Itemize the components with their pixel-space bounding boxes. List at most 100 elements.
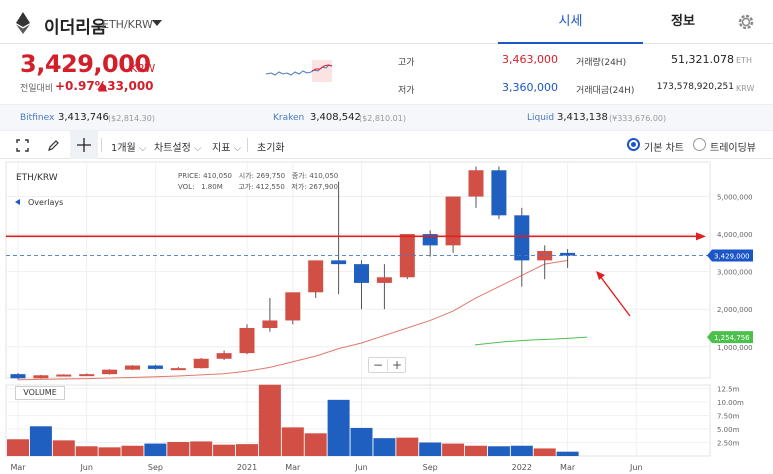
volume-bar [327, 399, 350, 456]
exchange-name-bitfinex[interactable]: Bitfinex [20, 113, 55, 123]
current-price-tag [707, 249, 753, 262]
exchange-name-liquid[interactable]: Liquid [527, 113, 555, 123]
zoom-out-button[interactable]: − [373, 358, 384, 372]
volume-bar [304, 433, 327, 456]
time-axis-tick-label: Mar [560, 463, 576, 472]
ma-value-tag [707, 331, 753, 344]
volume-bar [167, 441, 190, 456]
fullscreen-icon[interactable] [16, 139, 29, 152]
crosshair-icon[interactable] [77, 138, 91, 152]
candle-body [262, 320, 278, 328]
current-price: 3,429,000 [20, 50, 151, 78]
exchange-price-bar [0, 104, 773, 131]
candle-body [514, 215, 530, 261]
time-axis-tick-label: Sep [423, 463, 438, 472]
current-price-tag-text: 3,429,000 [714, 253, 750, 261]
tab-quote[interactable]: 시세 [498, 0, 643, 44]
candle-body [239, 327, 255, 354]
candle-body [10, 374, 26, 379]
candle-body [56, 374, 72, 377]
open-field-label: 시가: [238, 172, 254, 180]
chevron-down-icon[interactable] [152, 20, 162, 26]
volume-bar [29, 426, 52, 456]
volume-bar [52, 440, 75, 456]
exchange-name-kraken[interactable]: Kraken [273, 113, 305, 123]
zoom-controls: − + [368, 357, 406, 373]
exchange-usd-bitfinex: ($2,814.30) [108, 114, 155, 123]
tradingview-radio[interactable] [693, 138, 706, 151]
candle-body [147, 365, 163, 369]
price-axis-tick-label: 4,000,000 [717, 231, 753, 239]
volume-bar [396, 437, 419, 456]
candle-body [376, 277, 392, 283]
low-field-label: 저가: [291, 183, 307, 191]
candle-body [560, 252, 576, 256]
top-bar [0, 0, 773, 44]
moving-average-long-line [474, 336, 588, 346]
period-dropdown[interactable]: 1개월 ⌵ [111, 143, 147, 154]
volume-bar [213, 444, 236, 456]
vol-field-value: 1.80M [201, 183, 223, 191]
tradingview-label[interactable]: 트레이딩뷰 [710, 143, 756, 154]
overlays-toggle[interactable]: Overlays [28, 198, 64, 207]
turnover-24h-label: 거래대금(24H) [576, 86, 635, 96]
exchange-price-bitfinex: 3,413,746 [58, 112, 109, 123]
indicators-label: 지표 [212, 143, 231, 154]
moving-average-short-line [17, 259, 568, 381]
candle-body [445, 196, 461, 246]
exchange-price-liquid: 3,413,138 [557, 112, 608, 123]
volume-24h-value: 51,321.078 [671, 53, 734, 66]
price-chart[interactable]: 1,000,000 2,000,000 3,000,000 4,000,000 5,00… [0, 160, 773, 474]
volume-24h-unit: ETH [736, 56, 752, 65]
time-axis-tick-label: Jun [354, 463, 368, 472]
basic-chart-label[interactable]: 기본 차트 [644, 143, 684, 154]
volume-24h-label: 거래량(24H) [576, 58, 627, 68]
price-field-value: 410,050 [203, 172, 233, 180]
time-axis-tick-label: Mar [285, 463, 301, 472]
volume-bar [121, 445, 144, 456]
volume-bar [144, 443, 167, 456]
reset-button[interactable]: 초기화 [257, 143, 285, 154]
volume-axis-tick-label: 10.00m [717, 399, 744, 407]
tab-info[interactable]: 정보 [671, 14, 695, 29]
vol-field-label: VOL: [178, 183, 195, 191]
period-label: 1개월 [111, 143, 136, 154]
volume-bar [190, 441, 213, 456]
zoom-in-button[interactable]: + [392, 358, 403, 372]
close-field-label: 종가: [291, 172, 308, 180]
candle-body [354, 264, 369, 283]
basic-chart-radio[interactable] [627, 138, 640, 151]
high-value: 3,463,000 [502, 53, 558, 66]
change-amount: ▲33,000 [98, 79, 154, 93]
time-axis-tick-label: 2021 [237, 463, 257, 472]
mini-sparkline [266, 60, 332, 82]
candle-body [216, 353, 232, 359]
candle-body [79, 374, 95, 377]
high-label: 고가 [398, 58, 415, 68]
candle-body [285, 292, 301, 321]
collapse-arrow-icon[interactable] [15, 199, 20, 205]
candle-body [422, 234, 438, 246]
volume-bar [350, 427, 373, 456]
volume-bar [7, 439, 29, 456]
gear-icon[interactable] [736, 12, 756, 32]
turnover-24h-value: 173,578,920,251 [656, 82, 734, 92]
open-field-value: 269,750 [256, 172, 286, 180]
pointer-annotation-arrow [599, 275, 631, 317]
turnover-24h-unit: KRW [736, 84, 755, 93]
volume-bar [419, 442, 442, 456]
close-field-value: 410,050 [309, 172, 339, 180]
chart-settings-dropdown[interactable]: 차트설정 ⌵ [154, 143, 202, 154]
time-axis-tick-label: Sep [148, 463, 163, 472]
indicators-dropdown[interactable]: 지표 ⌵ [212, 143, 242, 154]
price-axis-tick-label: 2,000,000 [717, 306, 753, 314]
chart-pair-label: ETH/KRW [16, 173, 58, 183]
pencil-icon[interactable] [47, 139, 60, 152]
volume-bar [442, 443, 465, 456]
low-field-value: 267,900 [308, 183, 338, 191]
time-axis-tick-label: Jun [629, 463, 643, 472]
change-label: 전일대비 [20, 84, 54, 94]
volume-bar [75, 446, 98, 456]
candle-body [308, 260, 324, 293]
candle-body [33, 375, 49, 379]
